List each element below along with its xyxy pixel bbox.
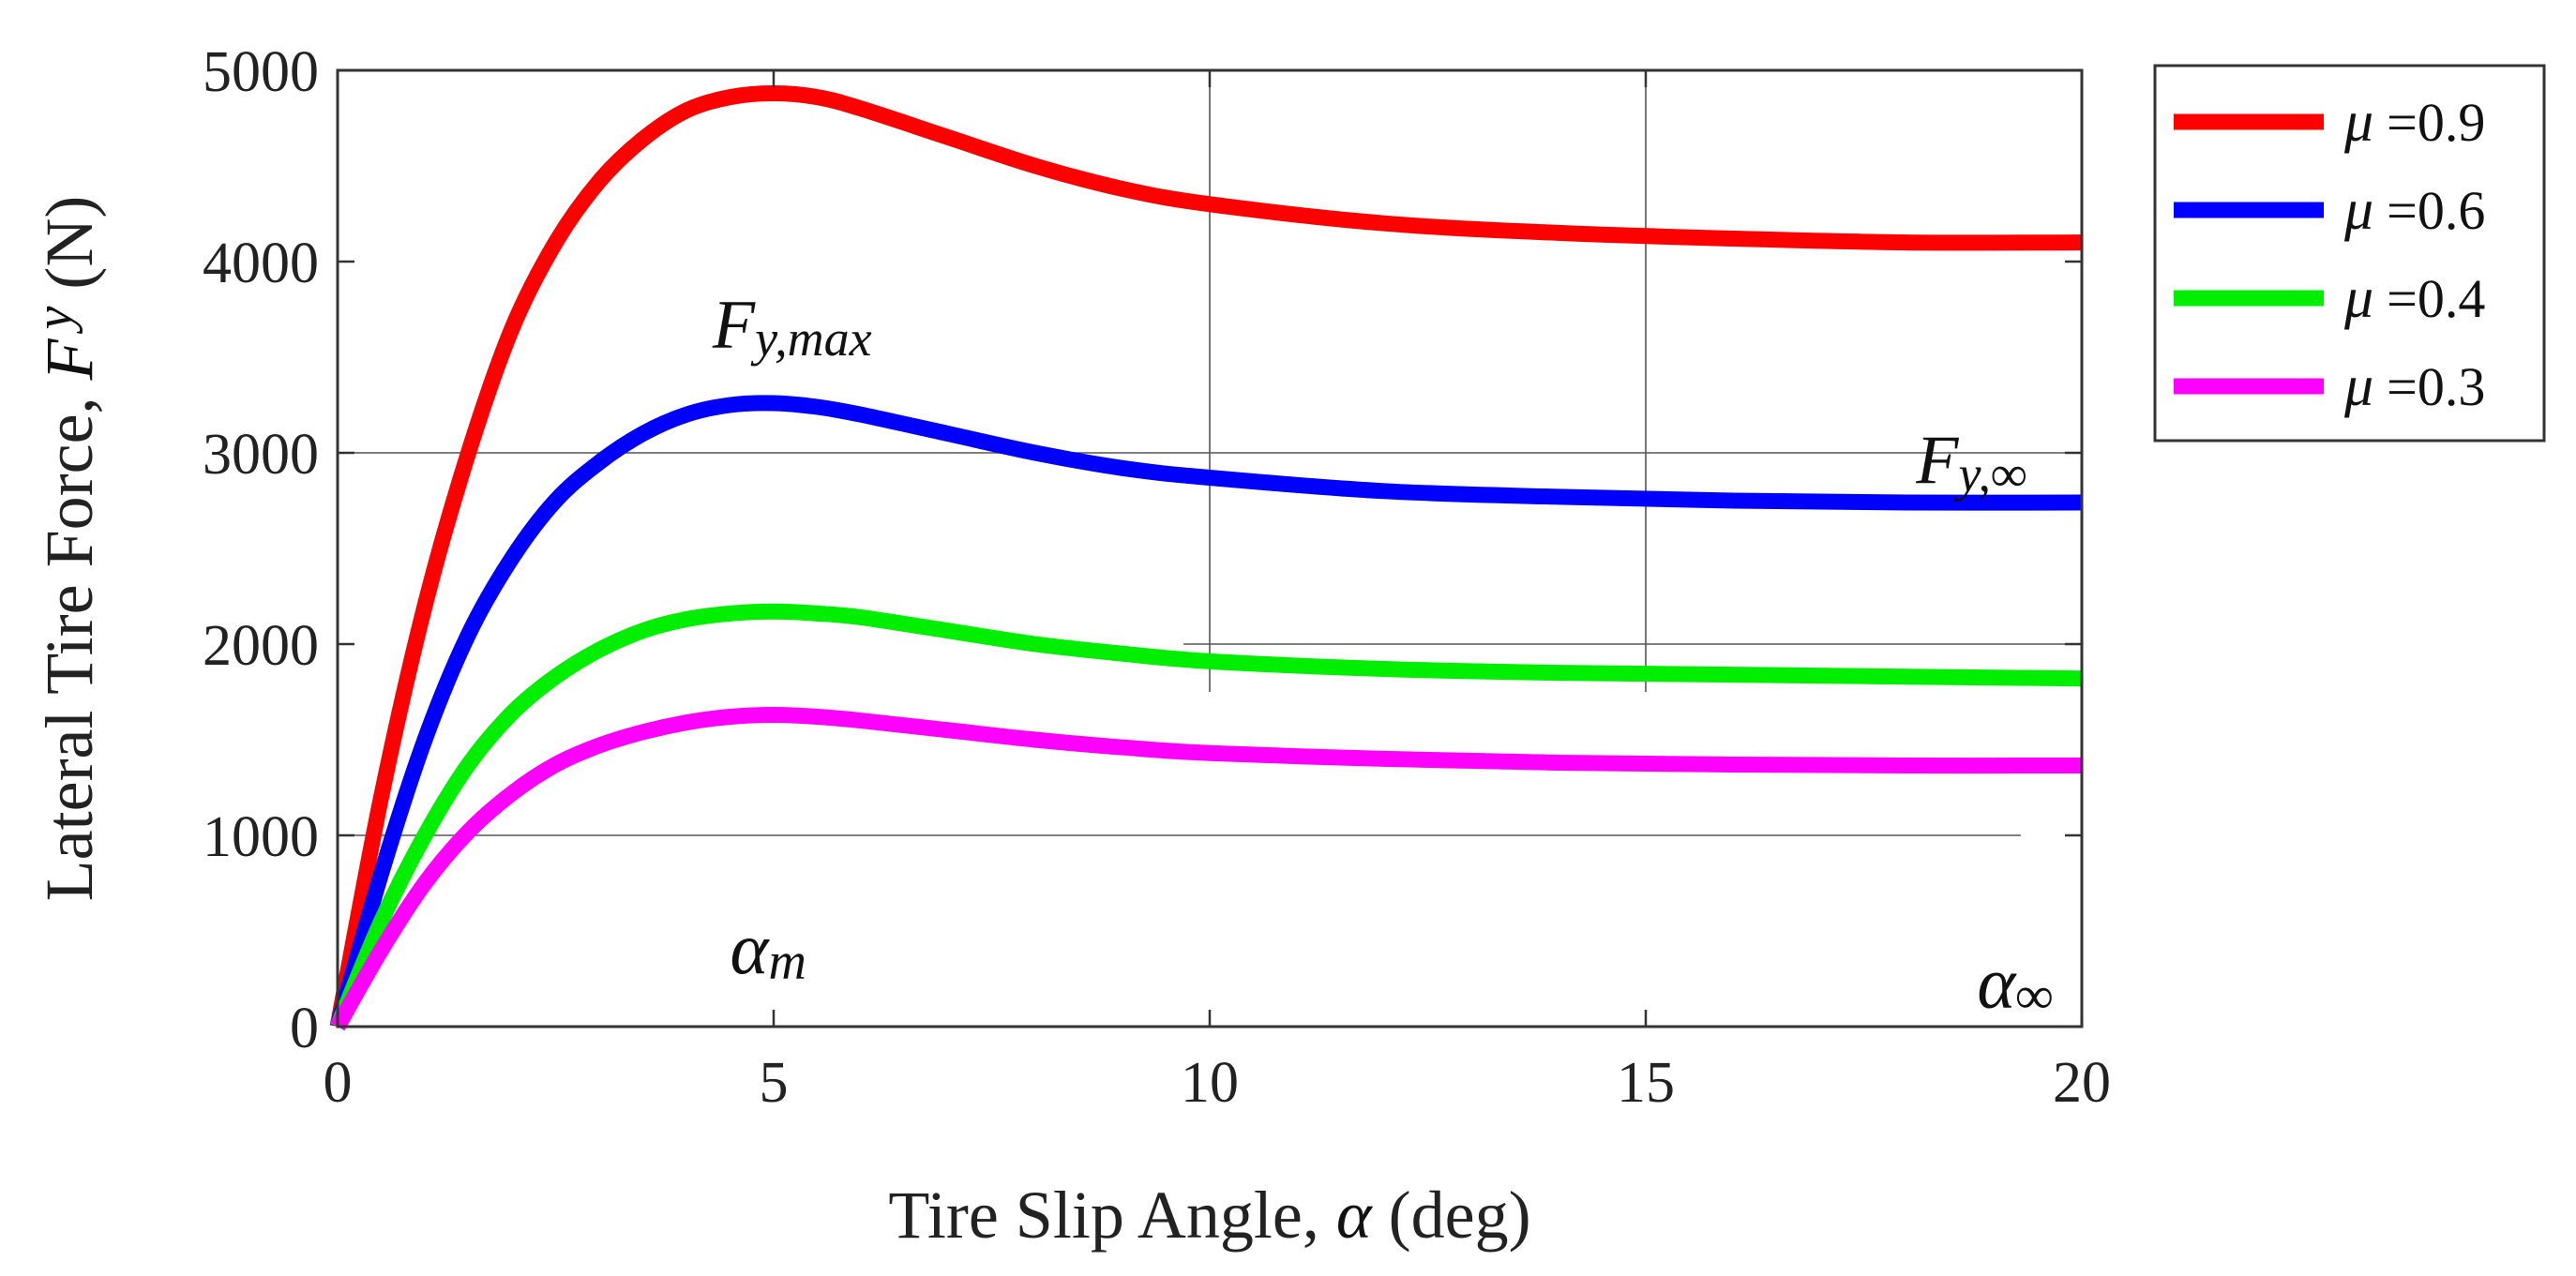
x-tick-label: 10 bbox=[1181, 1051, 1239, 1115]
annotation-alpha-m: αm bbox=[731, 908, 806, 991]
y-tick-label: 5000 bbox=[203, 40, 319, 104]
x-tick-label: 0 bbox=[324, 1051, 353, 1115]
y-axis-label: Lateral Tire Force, Fy (N) bbox=[25, 196, 107, 902]
grid-lines bbox=[338, 70, 2082, 836]
y-tick-label: 1000 bbox=[203, 805, 319, 869]
annotation-fy-max: Fy,max bbox=[712, 287, 872, 367]
series-line-mu-0.3 bbox=[330, 707, 2083, 1031]
series-line-mu-0.4 bbox=[330, 603, 2083, 1030]
y-axis-ticks: 0 1000 2000 3000 4000 5000 bbox=[203, 40, 2082, 1060]
series-line-mu-0.9 bbox=[329, 85, 2083, 1028]
y-tick-label: 3000 bbox=[203, 423, 319, 487]
y-tick-label: 4000 bbox=[203, 232, 319, 295]
x-axis-ticks: 0 5 10 15 20 bbox=[324, 70, 2111, 1115]
x-tick-label: 15 bbox=[1617, 1051, 1675, 1115]
series-lines bbox=[329, 85, 2083, 1031]
legend-label-mu-0.3: μ =0.3 bbox=[2343, 354, 2485, 418]
series-line-mu-0.6 bbox=[329, 395, 2083, 1029]
y-tick-label: 0 bbox=[290, 997, 319, 1060]
x-tick-label: 20 bbox=[2053, 1051, 2111, 1115]
x-tick-label: 5 bbox=[760, 1051, 789, 1115]
legend: μ =0.9 μ =0.6 μ =0.4 μ =0.3 bbox=[2153, 64, 2546, 443]
legend-label-mu-0.4: μ =0.4 bbox=[2343, 266, 2485, 330]
legend-label-mu-0.9: μ =0.9 bbox=[2343, 90, 2485, 154]
legend-label-mu-0.6: μ =0.6 bbox=[2343, 178, 2485, 242]
x-axis-label: Tire Slip Angle, α (deg) bbox=[888, 1178, 1530, 1253]
annotation-alpha-inf: α∞ bbox=[1977, 942, 2053, 1026]
annotation-fy-inf: Fy,∞ bbox=[1915, 423, 2026, 503]
y-tick-label: 2000 bbox=[203, 614, 319, 678]
